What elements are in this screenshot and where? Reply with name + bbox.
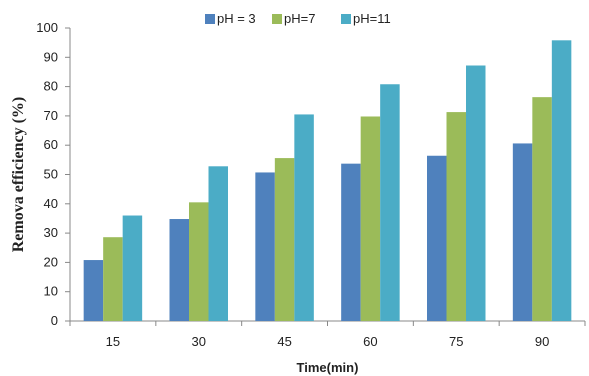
bar-ph7-15 [103, 237, 123, 321]
x-tick-label: 60 [363, 334, 377, 349]
bar-ph11-60 [380, 84, 400, 321]
y-tick-label: 20 [44, 254, 58, 269]
legend-label: pH=11 [353, 11, 391, 26]
y-tick-label: 0 [51, 313, 58, 328]
legend-swatch [272, 14, 282, 24]
bar-ph3-75 [427, 155, 447, 321]
bar-ph11-90 [551, 40, 572, 321]
x-tick-label: 45 [277, 334, 291, 349]
y-axis-title: Remova efficiency (%) [10, 97, 27, 253]
legend-label: pH=7 [284, 11, 315, 26]
x-tick-label: 75 [449, 334, 463, 349]
bar-ph7-30 [189, 202, 209, 321]
x-axis-title: Time(min) [297, 360, 359, 375]
bar-ph11-45 [294, 114, 314, 321]
legend-swatch [205, 14, 215, 24]
legend-swatch [341, 14, 351, 24]
bar-ph11-15 [122, 215, 143, 321]
bar-ph7-60 [360, 116, 381, 322]
bars [83, 40, 572, 322]
x-tick-label: 90 [535, 334, 549, 349]
bar-ph3-60 [341, 163, 361, 321]
x-axis: 15 30 45 60 75 90 [69, 320, 586, 349]
y-tick-label: 100 [36, 20, 58, 35]
legend-label: pH = 3 [217, 11, 256, 26]
y-tick-label: 10 [44, 284, 58, 299]
bar-ph7-90 [532, 97, 552, 321]
bar-ph3-45 [255, 172, 275, 321]
bar-ph3-90 [512, 143, 533, 321]
bar-ph11-75 [466, 65, 486, 321]
y-tick-label: 30 [44, 225, 58, 240]
bar-ph7-75 [446, 112, 466, 321]
legend: pH = 3 pH=7 pH=11 [205, 11, 391, 26]
bar-ph3-15 [83, 260, 104, 321]
y-tick-label: 50 [44, 167, 58, 182]
x-tick-label: 30 [192, 334, 206, 349]
y-tick-label: 60 [44, 137, 58, 152]
x-tick-label: 15 [106, 334, 120, 349]
y-axis: 0 10 20 30 40 50 60 70 80 90 100 [36, 20, 71, 328]
bar-ph3-30 [169, 219, 189, 321]
y-tick-label: 80 [44, 79, 58, 94]
bar-ph7-45 [274, 158, 295, 321]
y-tick-label: 70 [44, 108, 58, 123]
y-tick-label: 90 [44, 49, 58, 64]
y-tick-label: 40 [44, 196, 58, 211]
bar-ph11-30 [208, 166, 228, 321]
